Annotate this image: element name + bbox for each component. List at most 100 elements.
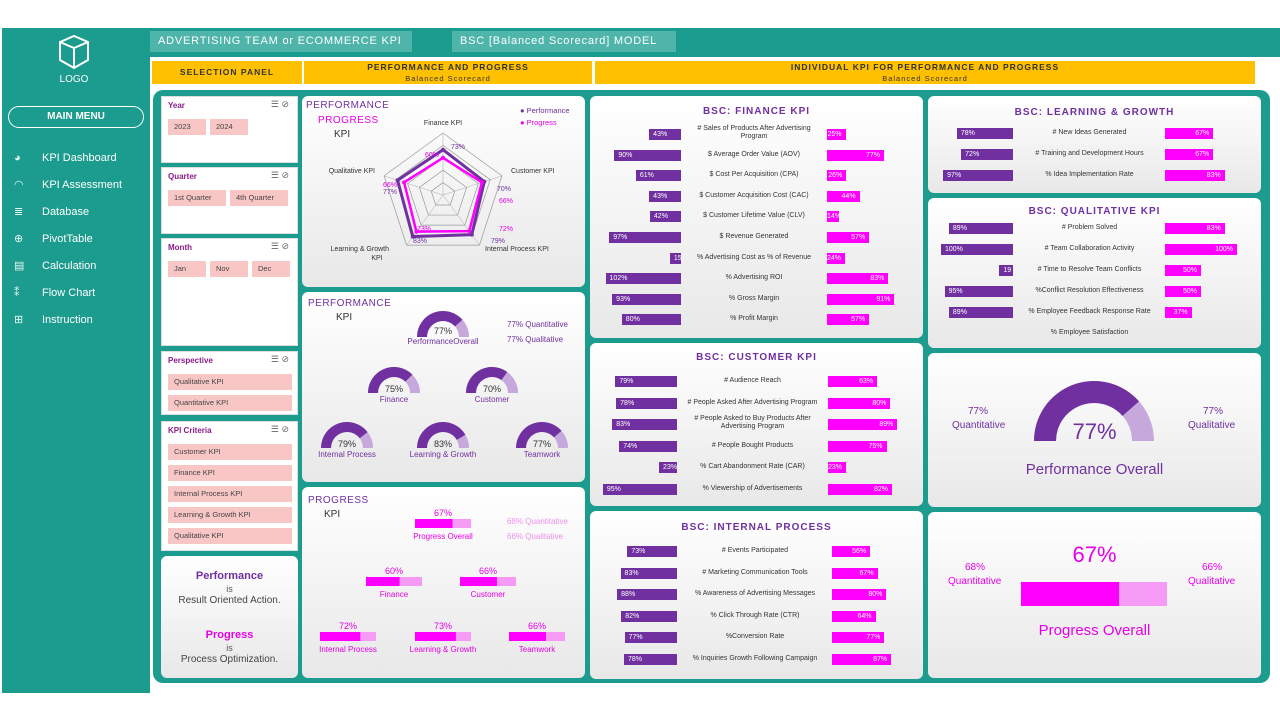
kpi-row-label: %Conflict Resolution Effectiveness — [1035, 287, 1144, 294]
flowchart-icon: ⁑ — [14, 287, 20, 299]
progress-bars: 67% Progress Overall 60% Finance 66% Customer… — [319, 508, 565, 654]
slicer-item-2023[interactable]: 2023 — [168, 119, 206, 135]
performance-bar: 89% — [948, 223, 1013, 234]
tab-bsc-model[interactable]: BSC [Balanced Scorecard] MODEL — [452, 31, 676, 52]
sidebar-item-label: Database — [42, 205, 90, 218]
gauge-label: Customer — [475, 395, 510, 404]
quantitative-pct: 77% — [968, 406, 989, 417]
progress-overall-label: Progress Overall — [1038, 622, 1151, 639]
tab-advertising-team[interactable]: ADVERTISING TEAM or ECOMMERCE KPI — [150, 31, 412, 52]
radar-grid-ring — [383, 132, 503, 246]
sidebar-item-label: PivotTable — [42, 232, 93, 245]
performance-bar: 79% — [615, 376, 677, 387]
progress-bar: 57% — [827, 314, 870, 326]
slicer-item-qualitative-kpi[interactable]: Qualitative KPI — [168, 528, 292, 544]
kpi-row-label: # Audience Reach — [724, 377, 781, 384]
kpi-row: 72% # Training and Development Hours 67% — [928, 148, 1261, 162]
radar-progress-series-point — [467, 229, 472, 234]
performance-bar: 74% — [619, 440, 677, 452]
slicer-item-learning-growth-kpi[interactable]: Learning & Growth KPI — [168, 507, 292, 523]
slicer-item-dec[interactable]: Dec — [252, 261, 290, 277]
qualitative-value: 77% Qualitative — [507, 335, 564, 344]
progress-overall-value: 67% — [1072, 542, 1117, 567]
kpi-row-label: # Marketing Communication Tools — [702, 568, 808, 576]
radar-performance-series-point — [469, 232, 474, 237]
legend-label: Progress — [526, 118, 557, 127]
slicer-title: KPI Criteria — [168, 426, 212, 435]
progress-bar: 75% — [828, 440, 887, 452]
qualitative-pct: 77% — [1203, 406, 1224, 417]
slicer-item-finance-kpi[interactable]: Finance KPI — [168, 465, 292, 481]
radar-progress-series-point — [441, 155, 445, 160]
sidebar-item-flow-chart[interactable]: ⁑ Flow Chart — [14, 279, 149, 306]
progress-fill — [320, 632, 361, 641]
kpi-row-label: % Advertising Cost as % of Revenue — [696, 253, 811, 261]
kpi-row: 93% % Gross Margin 91% — [590, 293, 923, 307]
kpi-row-label: # Sales of Products After Advertising Pr… — [697, 125, 811, 140]
filter-clear-icon[interactable]: ☰ ⊘ — [270, 354, 289, 364]
slicer-item-1st-quarter[interactable]: 1st Quarter — [168, 190, 226, 206]
filter-clear-icon[interactable]: ☰ ⊘ — [270, 99, 289, 109]
panel-title: PERFORMANCE — [306, 100, 390, 111]
sidebar-item-label: KPI Dashboard — [42, 151, 117, 164]
progress-bar: 23% — [828, 462, 846, 473]
radar-grid-ring — [407, 157, 479, 226]
radar-axis-label: Qualitative KPI — [329, 168, 375, 175]
kpi-row-label: # New Ideas Generated — [1052, 129, 1127, 136]
slicer-title: Year — [168, 101, 185, 110]
slicer-item-customer-kpi[interactable]: Customer KPI — [168, 444, 292, 460]
progress-fill — [460, 577, 497, 586]
slicer-item-4th-quarter[interactable]: 4th Quarter — [230, 190, 288, 206]
radar-performance-label: 79% — [491, 238, 505, 245]
progress-bar: 83% — [1165, 223, 1225, 234]
is-text: is — [226, 584, 233, 594]
sidebar-item-pivottable[interactable]: ⊕ PivotTable — [14, 225, 149, 252]
filter-clear-icon[interactable]: ☰ ⊘ — [270, 170, 289, 180]
slicer-title: Quarter — [168, 172, 197, 181]
filter-clear-icon[interactable]: ☰ ⊘ — [270, 424, 289, 434]
slicer-title: Month — [168, 243, 192, 252]
slicer-item-jan[interactable]: Jan — [168, 261, 206, 277]
sidebar-item-database[interactable]: ≣ Database — [14, 198, 149, 225]
panel-title: PROGRESS — [308, 495, 369, 506]
kpi-row-label: % Click Through Rate (CTR) — [710, 611, 800, 619]
performance-overall-gauge-fill — [1034, 381, 1140, 441]
legend-progress: ● Progress — [520, 118, 557, 127]
performance-bar: 23% — [659, 462, 677, 473]
kpi-row-label: # Training and Development Hours — [1035, 150, 1144, 157]
quantitative-value: 77% Quantitative — [507, 320, 568, 329]
slicer-item-2024[interactable]: 2024 — [210, 119, 248, 135]
radar-progress-label: 66% — [383, 182, 397, 189]
slicer-item-internal-process-kpi[interactable]: Internal Process KPI — [168, 486, 292, 502]
radar-axis-line — [442, 194, 480, 246]
slicer-item-nov[interactable]: Nov — [210, 261, 248, 277]
sidebar-item-kpi-dashboard[interactable]: ◕ KPI Dashboard — [14, 144, 149, 171]
sidebar-item-kpi-assessment[interactable]: ◠ KPI Assessment — [14, 171, 149, 198]
progress-bar: 37% — [1165, 307, 1192, 318]
gauge-value: 83% — [434, 439, 452, 449]
sidebar-item-instruction[interactable]: ⊞ Instruction — [14, 306, 149, 333]
is-text: is — [226, 643, 233, 653]
slicer-item-qualitative[interactable]: Qualitative KPI — [168, 374, 292, 390]
kpi-row: 97% % Idea Implementation Rate 83% — [928, 169, 1261, 183]
kpi-row: 43% $ Customer Acquisition Cost (CAC) 44% — [590, 190, 923, 204]
kpi-row: 61% $ Cost Per Acquisition (CPA) 26% — [590, 169, 923, 183]
top-bar: ADVERTISING TEAM or ECOMMERCE KPI BSC [B… — [150, 28, 1280, 57]
sidebar-item-calculation[interactable]: ▤ Calculation — [14, 252, 149, 279]
radar-chart: Finance KPI Customer KPI Internal Process … — [329, 120, 555, 262]
kpi-row-label: % Cart Abandonment Rate (CAR) — [700, 463, 805, 470]
progress-bar: 14% — [827, 211, 839, 223]
slicer-item-quantitative[interactable]: Quantitative KPI — [168, 395, 292, 411]
performance-bar: 78% — [623, 653, 677, 665]
panel-title-kpi: KPI — [334, 129, 351, 140]
filter-clear-icon[interactable]: ☰ ⊘ — [270, 241, 289, 251]
kpi-row: 82% % Click Through Rate (CTR) 64% — [590, 610, 923, 624]
main-menu-button[interactable]: MAIN MENU — [8, 106, 144, 128]
performance-overall-label: Performance Overall — [1025, 461, 1164, 478]
performance-overall-value: 77% — [1072, 419, 1117, 444]
progress-bar: 25% — [827, 129, 846, 140]
qualitative-kpi-panel: BSC: QUALITATIVE KPI 89% # Problem Solved… — [928, 198, 1261, 348]
radar-progress-label: 60% — [425, 152, 439, 159]
individual-kpi-header: INDIVIDUAL KPI FOR PERFORMANCE AND PROGR… — [595, 61, 1255, 84]
panel-title: BSC: LEARNING & GROWTH — [1014, 107, 1175, 118]
